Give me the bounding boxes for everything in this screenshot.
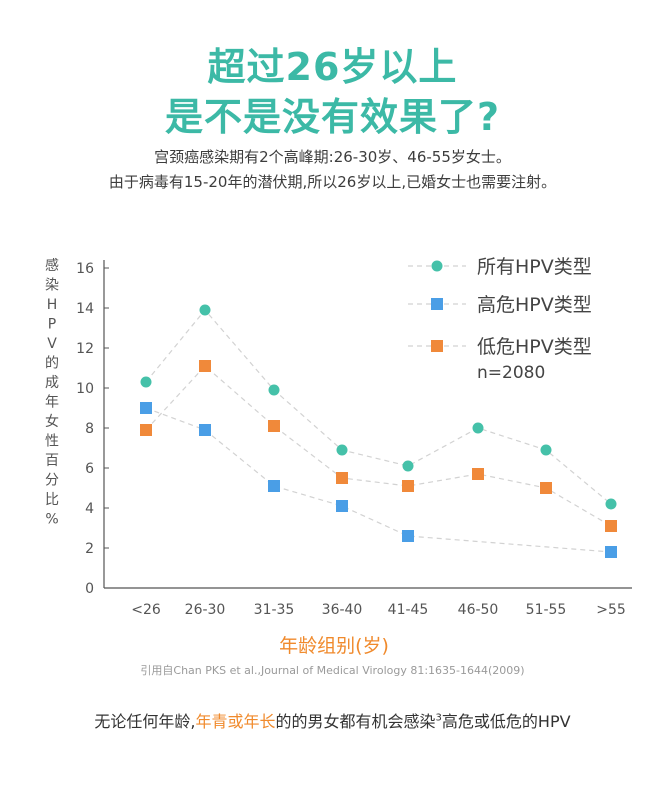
y-tick-label: 0 [85, 581, 94, 597]
data-point-1 [402, 530, 414, 542]
citation-text: 引用自Chan PKS et al.,Journal of Medical Vi… [140, 664, 525, 677]
legend-note: n=2080 [477, 363, 545, 383]
data-point-2 [336, 472, 348, 484]
y-tick-label: 2 [85, 541, 94, 557]
data-point-0 [268, 384, 280, 396]
x-tick-label: <26 [131, 602, 161, 618]
hpv-line-chart: 0 2 4 6 8 10 12 14 16 <26 26-30 31-35 36-40 41-45 46-5… [45, 256, 632, 657]
legend-label: 高危HPV类型 [477, 294, 592, 316]
y-tick-label: 14 [76, 301, 94, 317]
data-point-0 [140, 376, 152, 388]
footer-part3: 高危或低危的HPV [441, 712, 571, 731]
data-point-0 [472, 422, 484, 434]
y-tick-label: 6 [85, 461, 94, 477]
x-tick-label: >55 [596, 602, 626, 618]
footer-part1: 无论任何年龄, [94, 712, 196, 731]
legend-marker [431, 260, 443, 272]
x-tick-label: 26-30 [185, 602, 226, 618]
data-point-1 [268, 480, 280, 492]
intro-text-line1: 宫颈癌感染期有2个高峰期:26-30岁、46-55岁女士。 [154, 148, 511, 166]
x-tick-label: 36-40 [322, 602, 363, 618]
y-tick-label: 12 [76, 341, 94, 357]
data-point-0 [199, 304, 211, 316]
data-point-2 [540, 482, 552, 494]
data-point-2 [140, 424, 152, 436]
x-tick-label: 31-35 [254, 602, 295, 618]
series-line-1 [145, 407, 612, 553]
data-point-0 [336, 444, 348, 456]
series-line-0 [145, 309, 612, 505]
footer-note: 无论任何年龄,年青或年长的的男女都有机会感染3高危或低危的HPV [0, 708, 665, 732]
data-point-0 [402, 460, 414, 472]
data-point-1 [605, 546, 617, 558]
data-point-0 [540, 444, 552, 456]
y-tick-label: 4 [85, 501, 94, 517]
data-point-2 [402, 480, 414, 492]
footer-part2: 的的男女都有机会感染 [275, 712, 436, 731]
y-tick-label: 16 [76, 261, 94, 277]
data-point-1 [336, 500, 348, 512]
data-point-2 [268, 420, 280, 432]
data-point-2 [199, 360, 211, 372]
footer-superscript: 3 [435, 712, 442, 724]
page-title-line2: 是不是没有效果了? [164, 95, 501, 139]
x-tick-label: 46-50 [458, 602, 499, 618]
data-point-1 [199, 424, 211, 436]
legend-label: 所有HPV类型 [477, 256, 592, 278]
legend-marker [431, 340, 443, 352]
footer-highlight: 年青或年长 [195, 712, 276, 731]
y-axis-label: 感染 H P V 的成年女性百分比% [45, 257, 59, 528]
data-point-0 [605, 498, 617, 510]
y-tick-label: 10 [76, 381, 94, 397]
x-axis-label: 年龄组别(岁) [279, 635, 389, 657]
data-point-1 [140, 402, 152, 414]
intro-text-line2: 由于病毒有15-20年的潜伏期,所以26岁以上,已婚女士也需要注射。 [108, 173, 557, 191]
legend-label: 低危HPV类型 [477, 336, 592, 358]
x-tick-label: 51-55 [526, 602, 567, 618]
data-point-2 [472, 468, 484, 480]
legend-marker [431, 298, 443, 310]
series-line-2 [145, 365, 612, 527]
data-point-2 [605, 520, 617, 532]
x-tick-label: 41-45 [388, 602, 429, 618]
page-title-line1: 超过26岁以上 [207, 45, 458, 89]
y-tick-label: 8 [85, 421, 94, 437]
